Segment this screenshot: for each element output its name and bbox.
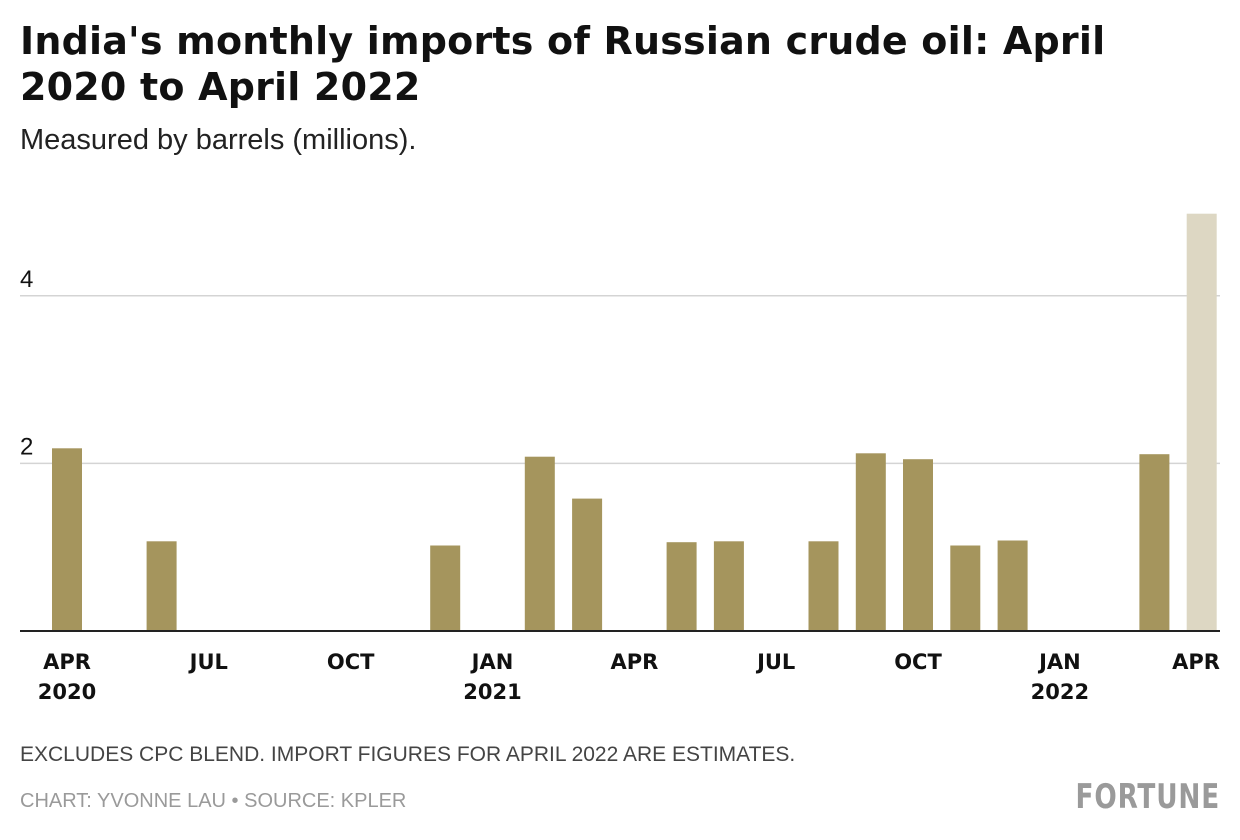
x-tick-label: JAN — [1037, 650, 1081, 674]
chart-subtitle: Measured by barrels (millions). — [20, 124, 417, 156]
x-tick-year-label: 2022 — [1031, 680, 1089, 704]
x-tick-label: JUL — [188, 650, 228, 674]
bar-jun-2020 — [146, 541, 177, 631]
x-tick-label: OCT — [894, 650, 942, 674]
x-tick-year-label: 2020 — [38, 680, 96, 704]
bar-mar-2022 — [1139, 454, 1170, 631]
bar-chart: 2 4 APR 2020 JUL OCT JAN 2021 APR JUL OCT JAN 2022 AP… — [20, 213, 1220, 704]
x-tick-label: JAN — [470, 650, 514, 674]
chart-title: India's monthly imports of Russian crude… — [20, 19, 1106, 109]
bars — [52, 213, 1217, 631]
x-tick-label: APR — [610, 650, 658, 674]
bar-mar-2021 — [572, 498, 603, 631]
bar-nov-2021 — [950, 545, 981, 631]
x-tick-label: OCT — [327, 650, 375, 674]
x-tick-label: JUL — [755, 650, 795, 674]
bar-sep-2021 — [855, 453, 886, 631]
bar-apr-2020 — [52, 448, 82, 631]
y-tick-label: 2 — [20, 433, 33, 460]
bar-may-2021 — [666, 542, 697, 631]
axis-labels: 2 4 APR 2020 JUL OCT JAN 2021 APR JUL OCT JAN 2022 AP… — [20, 266, 1220, 704]
bar-aug-2021 — [808, 541, 839, 631]
gridlines — [20, 295, 1220, 465]
bar-jun-2021 — [713, 541, 744, 631]
y-tick-label: 4 — [20, 266, 33, 293]
x-tick-year-label: 2021 — [463, 680, 521, 704]
x-tick-label: APR — [1172, 650, 1220, 674]
bar-dec-2021 — [997, 540, 1028, 631]
bar-apr-2022 — [1186, 213, 1217, 631]
bar-feb-2021 — [524, 456, 555, 631]
bar-dec-2020 — [430, 545, 461, 631]
chart-credit: CHART: YVONNE LAU • SOURCE: KPLER — [20, 790, 407, 812]
chart-note: EXCLUDES CPC BLEND. IMPORT FIGURES FOR A… — [20, 743, 796, 766]
fortune-logo: FORTUNE — [1075, 777, 1220, 817]
bar-oct-2021 — [903, 459, 933, 631]
x-tick-label: APR — [43, 650, 91, 674]
